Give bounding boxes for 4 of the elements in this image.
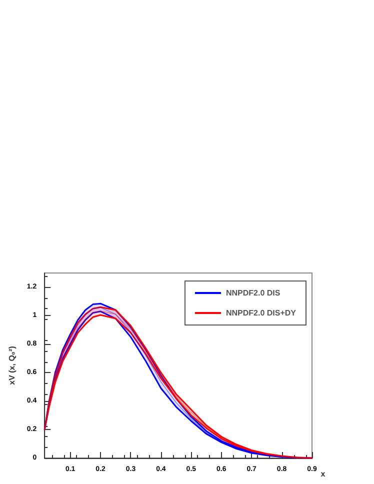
legend-label: NNPDF2.0 DIS (226, 288, 281, 298)
legend-label: NNPDF2.0 DIS+DY (226, 308, 297, 318)
y-axis-title: xV (x, Q₀²) (8, 346, 16, 385)
x-axis-title: x (320, 470, 326, 478)
